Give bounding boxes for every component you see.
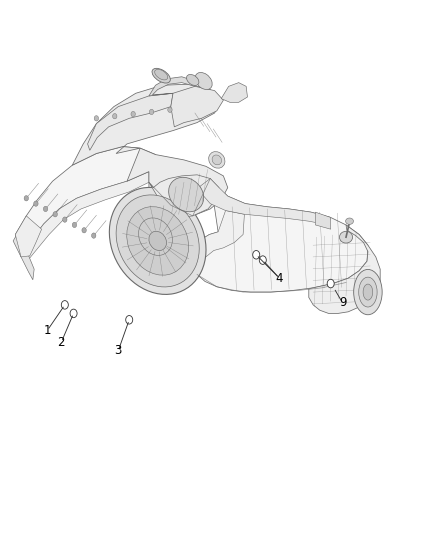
Circle shape [94,116,99,121]
Circle shape [149,109,154,115]
Circle shape [34,201,38,206]
Circle shape [72,222,77,228]
Ellipse shape [110,188,206,294]
Polygon shape [193,179,368,292]
Polygon shape [315,212,331,229]
Circle shape [168,107,172,112]
Ellipse shape [169,177,204,212]
Circle shape [259,256,266,264]
Ellipse shape [149,231,166,251]
Ellipse shape [359,277,377,307]
Polygon shape [72,84,221,165]
Circle shape [63,217,67,222]
Ellipse shape [208,151,225,168]
Ellipse shape [116,195,199,287]
Circle shape [53,212,57,217]
Ellipse shape [363,284,373,300]
Circle shape [70,309,77,318]
Circle shape [24,196,28,201]
Circle shape [92,233,96,238]
Polygon shape [149,77,195,96]
Polygon shape [200,179,331,225]
Polygon shape [88,93,173,150]
Circle shape [126,316,133,324]
Text: 2: 2 [57,336,65,349]
Polygon shape [15,216,42,257]
Circle shape [61,301,68,309]
Circle shape [131,111,135,117]
Polygon shape [193,211,244,274]
Ellipse shape [155,69,168,80]
Circle shape [113,114,117,119]
Circle shape [253,251,260,259]
Ellipse shape [346,218,353,224]
Ellipse shape [353,270,382,314]
Text: 3: 3 [115,344,122,357]
Polygon shape [26,172,149,262]
Polygon shape [309,225,380,313]
Ellipse shape [195,72,212,90]
Polygon shape [221,83,247,102]
Ellipse shape [127,207,189,275]
Text: 1: 1 [43,324,51,337]
Ellipse shape [212,155,222,165]
Polygon shape [149,175,219,219]
Ellipse shape [339,231,353,243]
Polygon shape [15,147,155,257]
Text: 4: 4 [276,272,283,285]
Circle shape [327,279,334,288]
Polygon shape [13,232,34,280]
Circle shape [82,228,86,233]
Ellipse shape [152,68,170,83]
Text: 9: 9 [339,296,346,309]
Polygon shape [127,148,228,219]
Polygon shape [171,86,223,127]
Ellipse shape [187,75,199,85]
Circle shape [43,206,48,212]
